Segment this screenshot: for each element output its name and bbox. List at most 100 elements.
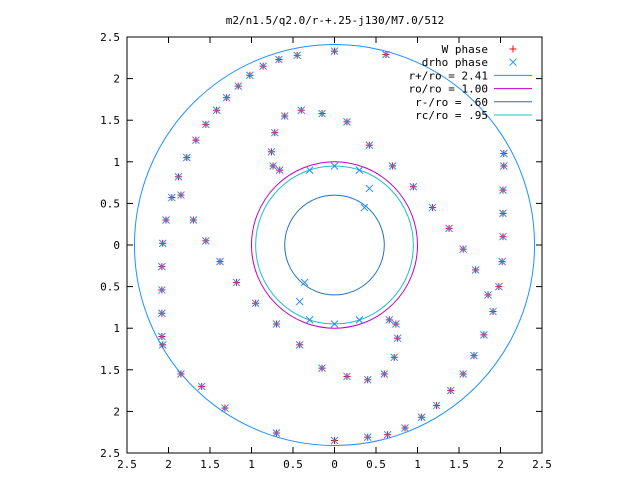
drho-phase-point [459,370,468,378]
drho-phase-point [498,257,507,266]
y-tick-label: 2 [113,73,120,86]
drho-phase-point [189,216,198,224]
drho-phase-point [393,334,402,343]
drho-phase-point [245,71,254,80]
y-tick-label: 1.5 [100,364,120,377]
drho-phase-point [499,209,507,218]
drho-phase-point [383,430,392,439]
y-tick-label: 1 [113,322,120,335]
drho-phase-point [162,216,170,224]
drho-phase-point [499,149,508,158]
drho-phase-point [385,316,394,324]
drho-phase-point [251,299,260,308]
drho-phase-point [272,320,281,328]
y-tick-label: 2.5 [100,31,120,44]
x-tick-label: 0.5 [366,458,386,471]
x-tick-label: 2 [497,458,504,471]
drho-phase-point [222,93,231,102]
legend-label: W phase [442,43,488,56]
drho-phase-point [363,375,372,384]
drho-phase-point [360,203,369,212]
legend-label: ro/ro = 1.00 [409,83,488,96]
drho-phase-point [409,182,418,191]
drho-phase-point [234,82,243,90]
drho-phase-point [232,278,241,287]
circle-2 [284,194,385,296]
legend-label: drho phase [422,56,488,69]
y-tick-label: 0 [113,239,120,252]
drho-phase-point [471,266,480,274]
drho-phase-point [212,106,221,115]
drho-phase-point [365,141,374,150]
drho-phase-point [343,118,351,126]
drho-phase-point [300,278,309,287]
drho-phase-point [480,331,488,339]
legend-label: rc/ro = .95 [415,109,488,122]
drho-phase-point [392,320,400,328]
drho-phase-point [305,316,314,324]
drho-phase-point [158,332,166,341]
drho-phase-point [343,372,351,381]
drho-phase-point [388,162,397,170]
legend-label: r+/ro = 2.41 [409,69,488,82]
drho-phase-point [158,340,167,349]
drho-phase-point [390,353,399,362]
drho-phase-point [158,309,166,318]
y-tick-label: 0.5 [100,281,120,294]
drho-phase-point [158,262,166,271]
drho-phase-point [330,320,339,328]
drho-phase-point [201,120,210,129]
drho-phase-point [380,370,389,378]
x-tick-label: 2 [165,458,172,471]
drho-phase-point [174,172,183,181]
x-tick-label: 1 [414,458,421,471]
x-tick-label: 2.5 [117,458,137,471]
x-tick-label: 2.5 [532,458,552,471]
drho-phase-point [499,186,507,194]
circle-1 [251,161,418,329]
axis-ticks: 2.5 2 1.5 1 0.5 0 0.5 1 1.5 2 2.52.521.510.500.511… [100,31,552,471]
drho-phase-point [177,191,185,199]
drho-phase-point [275,166,284,174]
drho-phase-point [293,51,302,60]
drho-phase-point [489,307,497,316]
y-tick-label: 1 [113,156,120,169]
drho-phase-point [484,291,492,299]
drho-phase-point [363,433,372,442]
legend-marker [509,58,517,67]
drho-phase-point [499,162,508,170]
drho-phase-point [269,162,277,170]
circle-0 [133,43,536,447]
x-tick-label: 1.5 [200,458,220,471]
drho-phase-point [295,297,304,306]
drho-phase-point [355,316,364,324]
drho-phase-point [494,282,503,291]
x-tick-label: 1.5 [449,458,469,471]
y-tick-label: 1.5 [100,114,120,127]
drho-phase-point [182,153,191,162]
drho-phase-point [177,370,185,378]
drho-phase-point [275,55,283,64]
drho-phase-point [295,340,304,349]
drho-phase-point [355,166,364,174]
drho-phase-point [297,106,306,115]
drho-phase-point [428,203,437,212]
drho-phase-point [216,257,224,266]
drho-phase-point [330,162,339,170]
drho-phase-point [197,382,206,391]
x-tick-label: 0.5 [283,458,303,471]
x-tick-label: 0 [331,458,338,471]
drho-phase-point [446,386,455,395]
drho-phase-point [330,47,339,55]
drho-phase-point [305,166,314,174]
drho-phase-point [270,128,279,137]
y-tick-label: 0.5 [100,197,120,210]
drho-phase-point [401,424,409,432]
drho-phase-point [382,50,390,59]
drho-phase-point [280,112,289,120]
drho-phase-point [221,404,229,412]
y-tick-label: 2.5 [100,447,120,460]
drho-phase-point [167,193,176,202]
drho-phase-point [158,286,166,294]
